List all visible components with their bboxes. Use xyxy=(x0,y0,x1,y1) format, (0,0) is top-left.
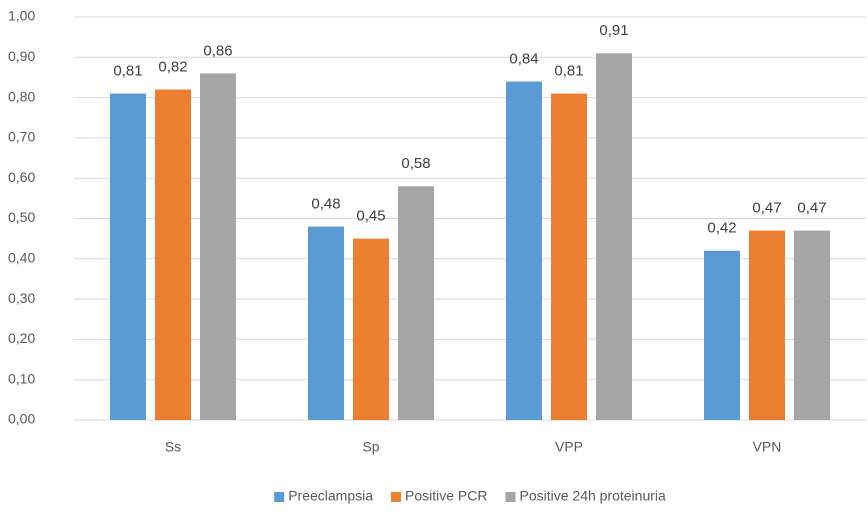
y-tick-label: 0,10 xyxy=(8,370,35,386)
y-tick-label: 0,00 xyxy=(8,411,35,427)
bar xyxy=(308,226,344,420)
x-tick-label: Ss xyxy=(165,439,181,455)
value-label: 0,91 xyxy=(599,22,628,39)
legend-label: Preeclampsia xyxy=(288,488,373,504)
value-label: 0,47 xyxy=(797,200,826,217)
legend-swatch xyxy=(274,492,285,502)
bar xyxy=(155,89,191,420)
legend-label: Positive PCR xyxy=(405,488,487,504)
value-label: 0,58 xyxy=(401,155,430,172)
x-tick-label: VPN xyxy=(753,439,782,455)
bar xyxy=(110,93,146,420)
value-label: 0,82 xyxy=(158,59,187,76)
bar xyxy=(506,81,542,420)
legend-label: Positive 24h proteinuria xyxy=(519,488,666,504)
y-tick-label: 0,90 xyxy=(8,48,35,64)
legend: Preeclampsia Positive PCR Positive 24h pro… xyxy=(274,488,666,504)
value-label: 0,42 xyxy=(707,220,736,237)
y-tick-label: 0,70 xyxy=(8,129,35,145)
value-label: 0,86 xyxy=(203,42,232,59)
bar xyxy=(596,53,632,421)
value-label: 0,81 xyxy=(554,63,583,80)
bar xyxy=(794,230,830,420)
legend-swatch xyxy=(505,492,516,502)
bar xyxy=(704,250,740,420)
y-tick-label: 0,50 xyxy=(8,209,35,225)
bar xyxy=(353,238,389,420)
bar xyxy=(749,230,785,420)
y-tick-label: 0,60 xyxy=(8,169,35,185)
y-tick-label: 0,40 xyxy=(8,250,35,266)
value-label: 0,81 xyxy=(113,63,142,80)
y-tick-label: 0,20 xyxy=(8,330,35,346)
y-tick-label: 0,30 xyxy=(8,290,35,306)
value-label: 0,47 xyxy=(752,200,781,217)
value-label: 0,45 xyxy=(356,208,385,225)
y-tick-label: 0,80 xyxy=(8,88,35,104)
bar xyxy=(200,73,236,421)
value-label: 0,84 xyxy=(509,50,538,67)
bar xyxy=(398,186,434,420)
bar xyxy=(551,93,587,420)
x-tick-label: Sp xyxy=(362,439,379,455)
legend-swatch xyxy=(391,492,402,502)
y-tick-label: 1,00 xyxy=(8,8,35,24)
value-label: 0,48 xyxy=(311,196,340,213)
x-tick-label: VPP xyxy=(555,439,583,455)
